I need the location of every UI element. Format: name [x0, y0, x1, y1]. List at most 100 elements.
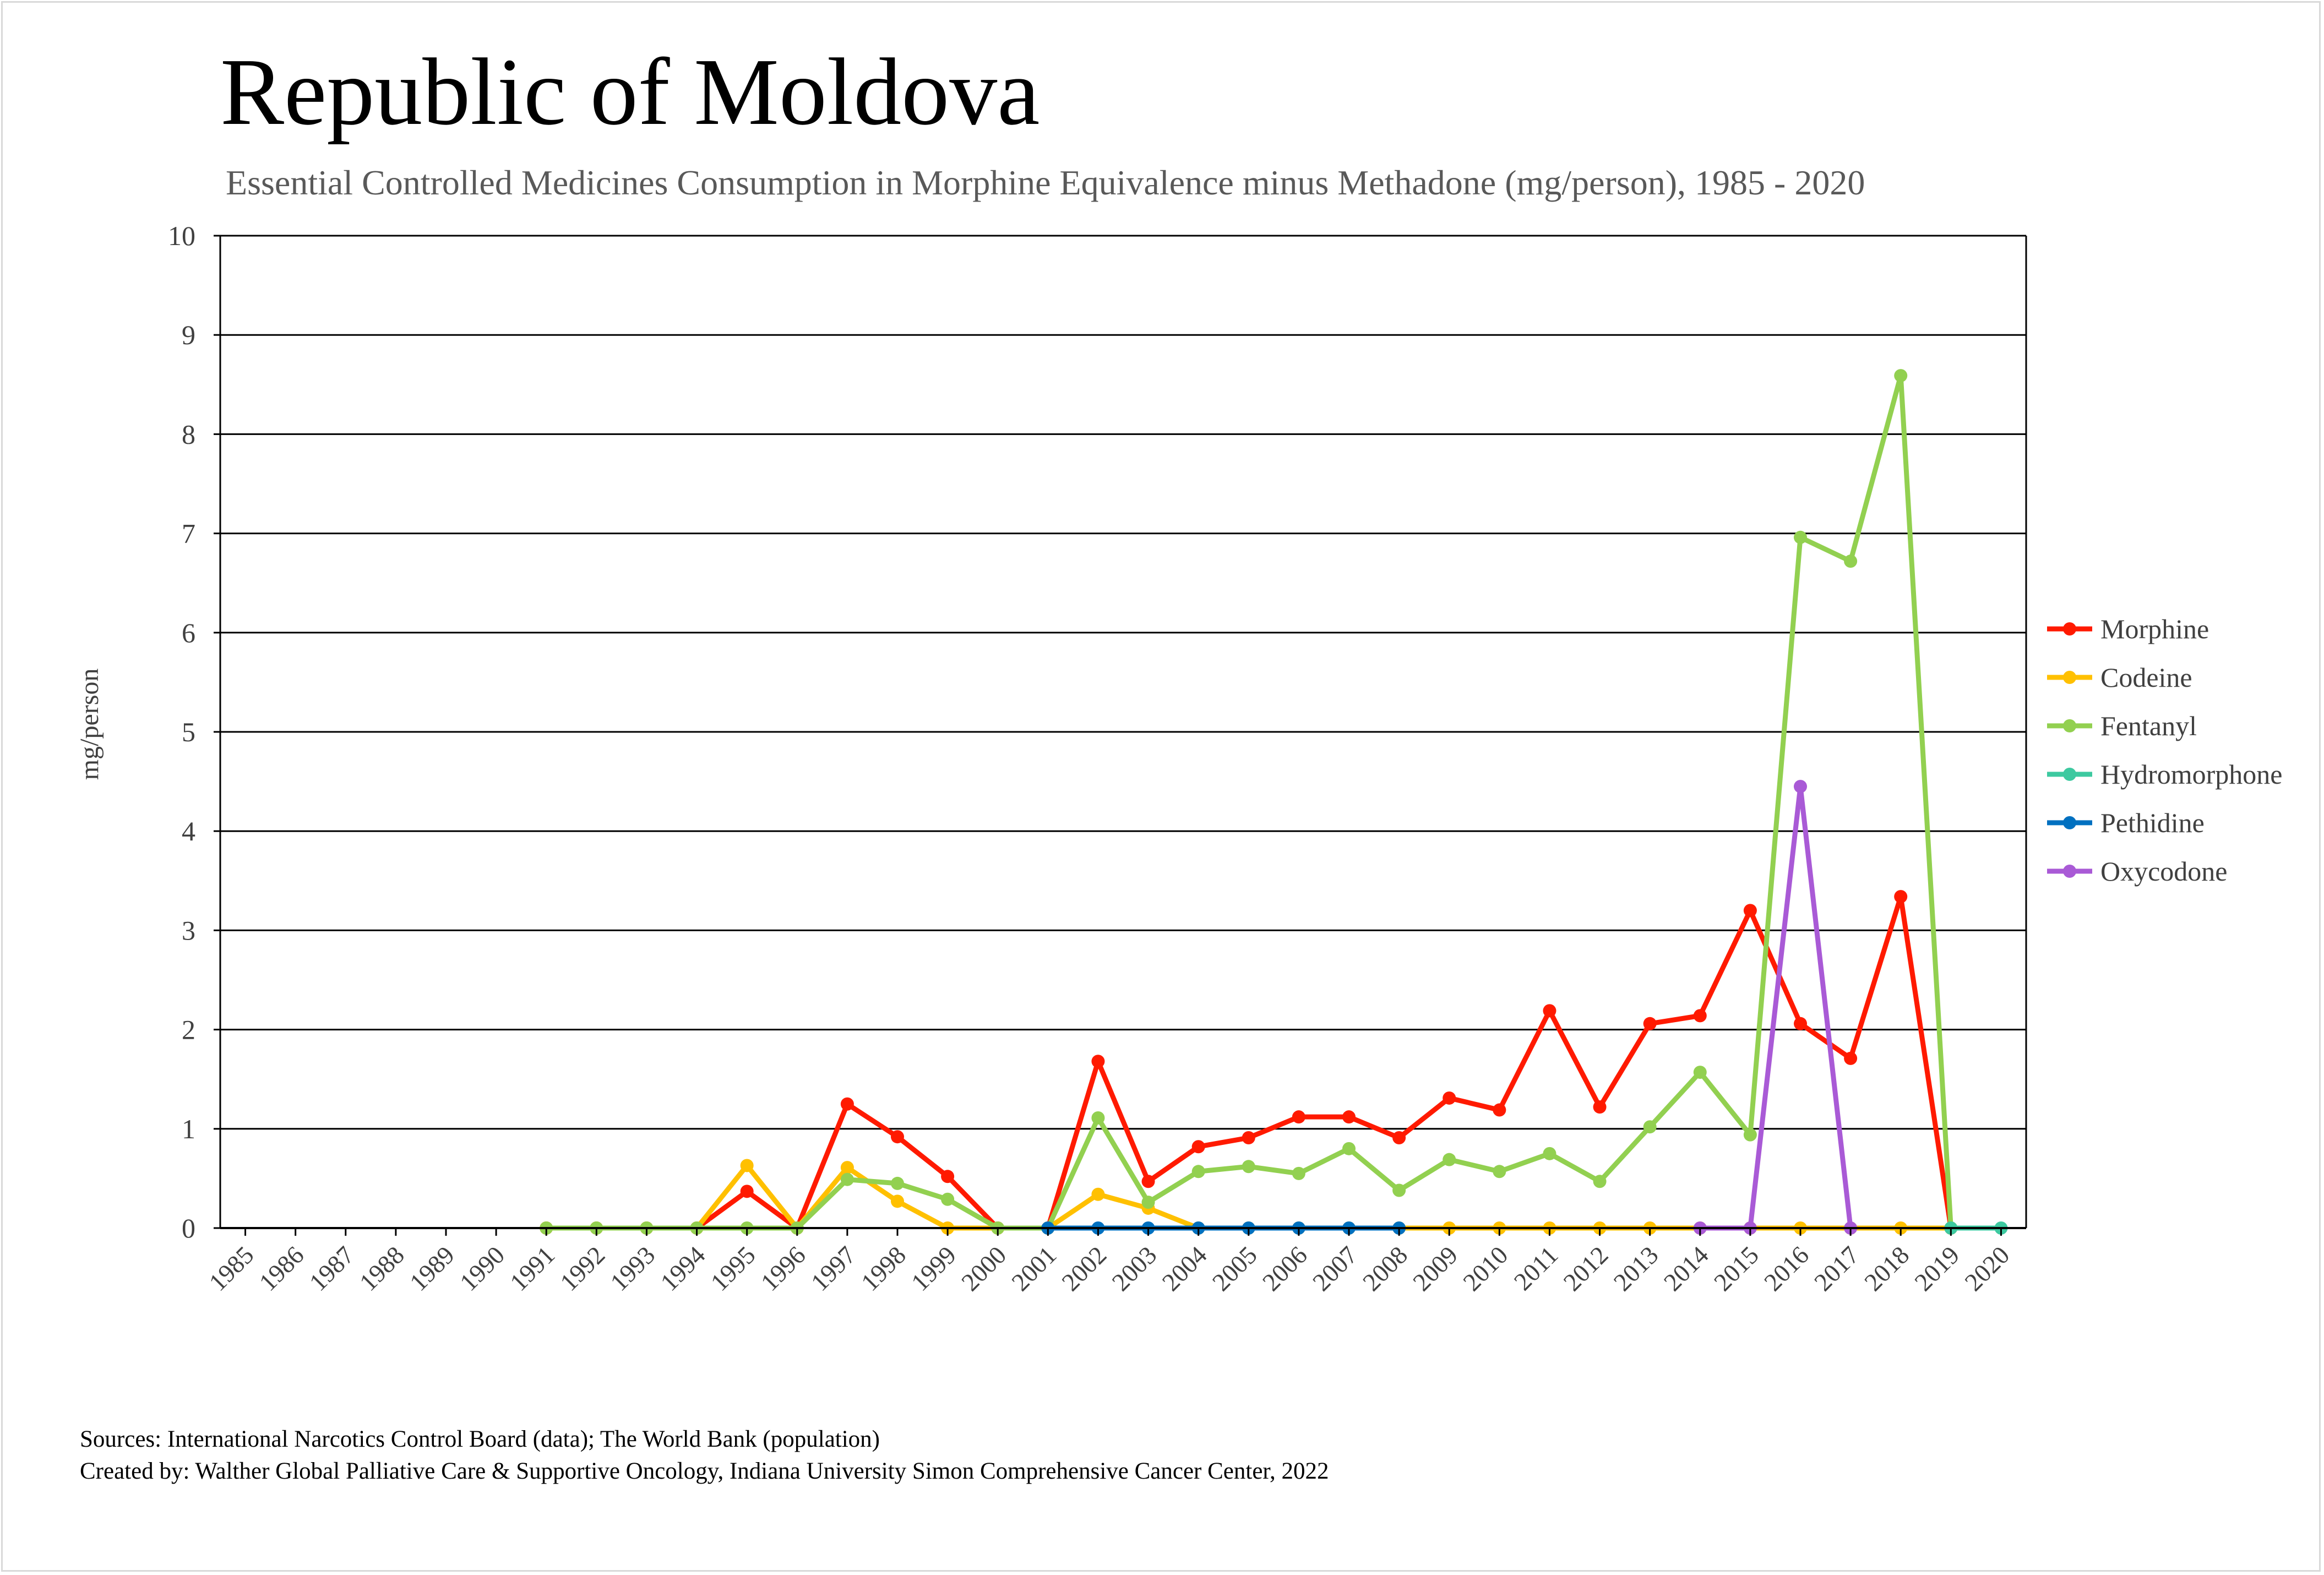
data-point: [1693, 1066, 1707, 1079]
data-point: [1543, 1004, 1556, 1018]
legend-label: Pethidine: [2100, 807, 2205, 838]
data-point: [1342, 1142, 1356, 1155]
data-point: [1493, 1165, 1506, 1178]
legend-swatch-marker: [2063, 816, 2076, 829]
y-tick-label: 7: [182, 518, 195, 549]
y-tick-label: 1: [182, 1114, 195, 1144]
x-tick-label: 2017: [1809, 1241, 1864, 1296]
x-tick-label: 1996: [755, 1241, 811, 1296]
y-tick-label: 0: [182, 1213, 195, 1243]
x-tick-label: 2013: [1608, 1241, 1664, 1296]
data-point: [1443, 1091, 1456, 1105]
x-tick-label: 1995: [705, 1241, 761, 1296]
x-tick-label: 1985: [204, 1241, 259, 1296]
data-point: [740, 1185, 754, 1198]
x-tick-label: 2005: [1207, 1241, 1262, 1296]
y-tick-labels: 0 1 2 3 4 5 6 7 8 9 10: [168, 220, 195, 1243]
x-tick-label: 1999: [906, 1241, 961, 1296]
legend-label: Fentanyl: [2100, 710, 2197, 741]
x-tick-label: 1989: [404, 1241, 460, 1296]
y-tick-label: 10: [168, 220, 195, 251]
legend-item: Oxycodone: [2047, 856, 2228, 887]
y-tick-label: 6: [182, 617, 195, 648]
data-point: [1342, 1110, 1356, 1124]
data-point: [1091, 1187, 1105, 1201]
x-tick-label: 2016: [1759, 1241, 1814, 1296]
x-tick-label: 2004: [1157, 1241, 1212, 1296]
data-point: [1794, 1017, 1807, 1030]
x-tick-label: 1994: [655, 1241, 711, 1296]
data-point: [1794, 780, 1807, 794]
legend-swatch-marker: [2063, 671, 2076, 684]
credits-line: Created by: Walther Global Palliative Ca…: [80, 1458, 1329, 1484]
legend: Morphine Codeine Fentanyl Hydromorphone Peth…: [2047, 613, 2283, 887]
x-tick-label: 2020: [1959, 1241, 2015, 1296]
data-point: [1091, 1111, 1105, 1125]
x-tick-label: 2010: [1457, 1241, 1513, 1296]
data-point: [1894, 369, 1908, 383]
data-point: [1242, 1160, 1255, 1174]
data-point: [941, 1170, 955, 1183]
data-point: [1593, 1175, 1607, 1188]
x-tick-label: 2019: [1909, 1241, 1964, 1296]
x-tick-label: 1990: [454, 1241, 510, 1296]
series-line: [546, 373, 1953, 1231]
data-point: [1392, 1131, 1406, 1145]
data-point: [1693, 1009, 1707, 1023]
x-tick-labels: 1985198619871988198919901991199219931994…: [204, 1241, 2015, 1296]
y-tick-label: 3: [182, 915, 195, 946]
legend-item: Hydromorphone: [2047, 759, 2283, 790]
x-tick-label: 2000: [956, 1241, 1011, 1296]
data-point: [1141, 1175, 1155, 1188]
x-tick-label: 2009: [1407, 1241, 1463, 1296]
sources-line: Sources: International Narcotics Control…: [80, 1426, 880, 1452]
x-tick-label: 1993: [605, 1241, 660, 1296]
x-tick-label: 1991: [504, 1241, 560, 1296]
data-point: [1091, 1055, 1105, 1068]
data-point: [1493, 1103, 1506, 1117]
data-point: [891, 1130, 904, 1144]
axes: [219, 236, 2027, 1236]
data-point: [1292, 1110, 1305, 1124]
data-point: [1844, 555, 1858, 568]
y-axis-label: mg/person: [75, 669, 104, 780]
data-point: [891, 1176, 904, 1190]
data-point: [740, 1159, 754, 1172]
data-point: [1242, 1131, 1255, 1145]
x-tick-label: 1998: [856, 1241, 911, 1296]
legend-item: Fentanyl: [2047, 710, 2197, 741]
y-tick-label: 2: [182, 1014, 195, 1045]
data-point: [941, 1192, 955, 1206]
x-tick-label: 1986: [254, 1241, 309, 1296]
x-tick-label: 1988: [354, 1241, 410, 1296]
x-tick-label: 2003: [1107, 1241, 1162, 1296]
series-morphine: [540, 890, 1958, 1235]
x-tick-label: 2018: [1859, 1241, 1914, 1296]
data-point: [1392, 1183, 1406, 1197]
sources-note: Sources: International Narcotics Control…: [80, 1424, 1329, 1487]
x-tick-label: 2001: [1006, 1241, 1062, 1296]
x-tick-label: 2014: [1658, 1241, 1714, 1296]
x-tick-label: 1987: [304, 1241, 360, 1296]
data-point: [1894, 890, 1908, 904]
y-tick-label: 8: [182, 419, 195, 449]
data-point: [1743, 904, 1757, 917]
data-point: [1292, 1166, 1305, 1180]
data-point: [1141, 1196, 1155, 1209]
y-tick-label: 5: [182, 716, 195, 747]
data-point: [840, 1172, 854, 1186]
legend-label: Codeine: [2100, 662, 2192, 693]
legend-swatch-marker: [2063, 768, 2076, 781]
series-lines: [540, 369, 2008, 1235]
gridlines: [214, 235, 2026, 1229]
data-point: [891, 1194, 904, 1208]
data-point: [840, 1161, 854, 1175]
data-point: [1743, 1128, 1757, 1142]
chart-title: Republic of Moldova: [220, 39, 1040, 145]
x-tick-label: 1997: [805, 1241, 861, 1296]
legend-label: Hydromorphone: [2100, 759, 2283, 790]
y-tick-label: 9: [182, 319, 195, 350]
data-point: [1643, 1120, 1657, 1134]
